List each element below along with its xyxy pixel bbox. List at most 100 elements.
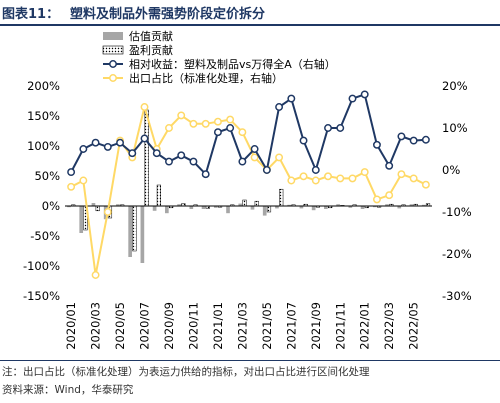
bar-valuation bbox=[397, 206, 402, 209]
left-axis-tick-label: 100% bbox=[27, 139, 60, 153]
chart-area: 估值贡献盈利贡献相对收益：塑料及制品vs万得全A（右轴）出口占比（标准化处理，右… bbox=[23, 29, 472, 350]
point-export bbox=[238, 128, 247, 137]
bar-valuation bbox=[287, 204, 292, 206]
legend-swatch-profit bbox=[102, 45, 124, 55]
point-export bbox=[165, 124, 173, 132]
x-axis-tick-label: 2021/05 bbox=[260, 302, 274, 350]
point-export bbox=[213, 117, 222, 126]
point-relative bbox=[385, 161, 394, 170]
point-relative bbox=[397, 132, 406, 141]
legend-label-relative: 相对收益：塑料及制品vs万得全A（右轴） bbox=[129, 57, 336, 71]
bar-valuation bbox=[372, 206, 377, 208]
bar-profit bbox=[95, 205, 100, 212]
point-export bbox=[409, 174, 418, 183]
point-export bbox=[103, 208, 112, 216]
x-axis-tick-label: 2020/11 bbox=[186, 302, 200, 350]
bar-valuation bbox=[116, 204, 120, 206]
point-export bbox=[140, 103, 149, 111]
x-axis-tick-label: 2021/11 bbox=[333, 302, 347, 350]
legend-label-export: 出口占比（标准化处理，右轴） bbox=[129, 71, 283, 85]
legend-marker-relative bbox=[109, 60, 117, 68]
bar-profit bbox=[279, 188, 284, 207]
bar-valuation bbox=[250, 206, 255, 210]
x-axis-tick-label: 2021/03 bbox=[235, 302, 249, 350]
bar-valuation bbox=[324, 206, 328, 209]
point-export bbox=[201, 119, 210, 128]
point-export bbox=[397, 170, 406, 179]
left-axis-tick-label: -50% bbox=[30, 229, 60, 243]
point-export bbox=[336, 174, 345, 183]
bar-valuation bbox=[177, 204, 181, 206]
point-export bbox=[177, 111, 186, 120]
bar-valuation bbox=[299, 206, 304, 209]
point-export bbox=[287, 176, 296, 185]
left-axis-tick-label: -100% bbox=[23, 259, 60, 273]
point-relative bbox=[177, 151, 186, 160]
point-relative bbox=[409, 136, 418, 145]
point-relative bbox=[262, 166, 271, 174]
bar-valuation bbox=[262, 206, 267, 216]
legend-label-profit: 盈利贡献 bbox=[129, 43, 173, 57]
bar-valuation bbox=[348, 206, 353, 208]
bar-valuation bbox=[128, 206, 132, 257]
right-axis-tick-label: 10% bbox=[442, 121, 468, 135]
point-export bbox=[324, 172, 332, 181]
bottom-rule bbox=[0, 360, 500, 361]
figure-title: 塑料及制品外需强势阶段定价拆分 bbox=[70, 7, 266, 22]
bar-valuation bbox=[165, 206, 169, 214]
point-export bbox=[373, 195, 381, 204]
bar-profit bbox=[254, 200, 259, 207]
point-relative bbox=[67, 168, 76, 177]
point-relative bbox=[226, 124, 235, 132]
point-export bbox=[299, 172, 308, 181]
point-relative bbox=[336, 124, 345, 132]
bar-profit bbox=[132, 205, 137, 252]
point-relative bbox=[373, 140, 381, 149]
point-export bbox=[189, 119, 198, 128]
bar-valuation bbox=[238, 203, 243, 206]
figure-title-bar: 图表11： 塑料及制品外需强势阶段定价拆分 bbox=[0, 0, 500, 26]
point-relative bbox=[152, 149, 161, 158]
point-export bbox=[385, 191, 394, 200]
point-relative bbox=[311, 166, 320, 174]
x-axis-tick-label: 2020/01 bbox=[64, 302, 78, 350]
point-export bbox=[421, 180, 430, 189]
source-note: 资料来源：Wind，华泰研究 bbox=[2, 384, 134, 396]
point-relative bbox=[165, 157, 173, 166]
point-export bbox=[348, 174, 357, 183]
point-export bbox=[250, 153, 259, 162]
series-line-export bbox=[70, 103, 427, 276]
bar-profit bbox=[242, 199, 247, 207]
left-axis-tick-label: 50% bbox=[34, 169, 60, 183]
point-relative bbox=[189, 157, 198, 166]
series-line-relative bbox=[70, 93, 426, 177]
bar-valuation bbox=[79, 206, 84, 233]
point-relative bbox=[91, 138, 100, 147]
point-export bbox=[275, 153, 284, 162]
bar-valuation bbox=[67, 206, 71, 208]
bar-valuation bbox=[201, 206, 206, 209]
bar-valuation bbox=[385, 204, 389, 206]
left-axis-tick-label: -150% bbox=[23, 289, 60, 303]
legend-marker-export bbox=[109, 74, 117, 82]
point-relative bbox=[250, 145, 259, 153]
bar-valuation bbox=[213, 206, 218, 208]
point-export bbox=[226, 115, 235, 124]
point-relative bbox=[299, 136, 308, 145]
point-export bbox=[79, 176, 88, 185]
bar-valuation bbox=[421, 204, 426, 206]
bar-valuation bbox=[311, 206, 316, 211]
x-axis-tick-label: 2021/09 bbox=[309, 302, 323, 350]
figure-label: 图表11： bbox=[2, 7, 60, 22]
right-axis-tick-label: -30% bbox=[442, 289, 472, 303]
bar-profit bbox=[144, 109, 149, 207]
x-axis-tick-label: 2020/05 bbox=[113, 302, 127, 350]
left-axis-tick-label: 0% bbox=[42, 199, 60, 213]
bar-valuation bbox=[189, 206, 194, 209]
right-axis-tick-label: -20% bbox=[442, 247, 472, 261]
point-relative bbox=[238, 157, 247, 166]
point-relative bbox=[103, 142, 112, 151]
bar-valuation bbox=[152, 206, 157, 211]
x-axis-tick-label: 2020/03 bbox=[89, 302, 103, 350]
point-export bbox=[67, 182, 76, 191]
